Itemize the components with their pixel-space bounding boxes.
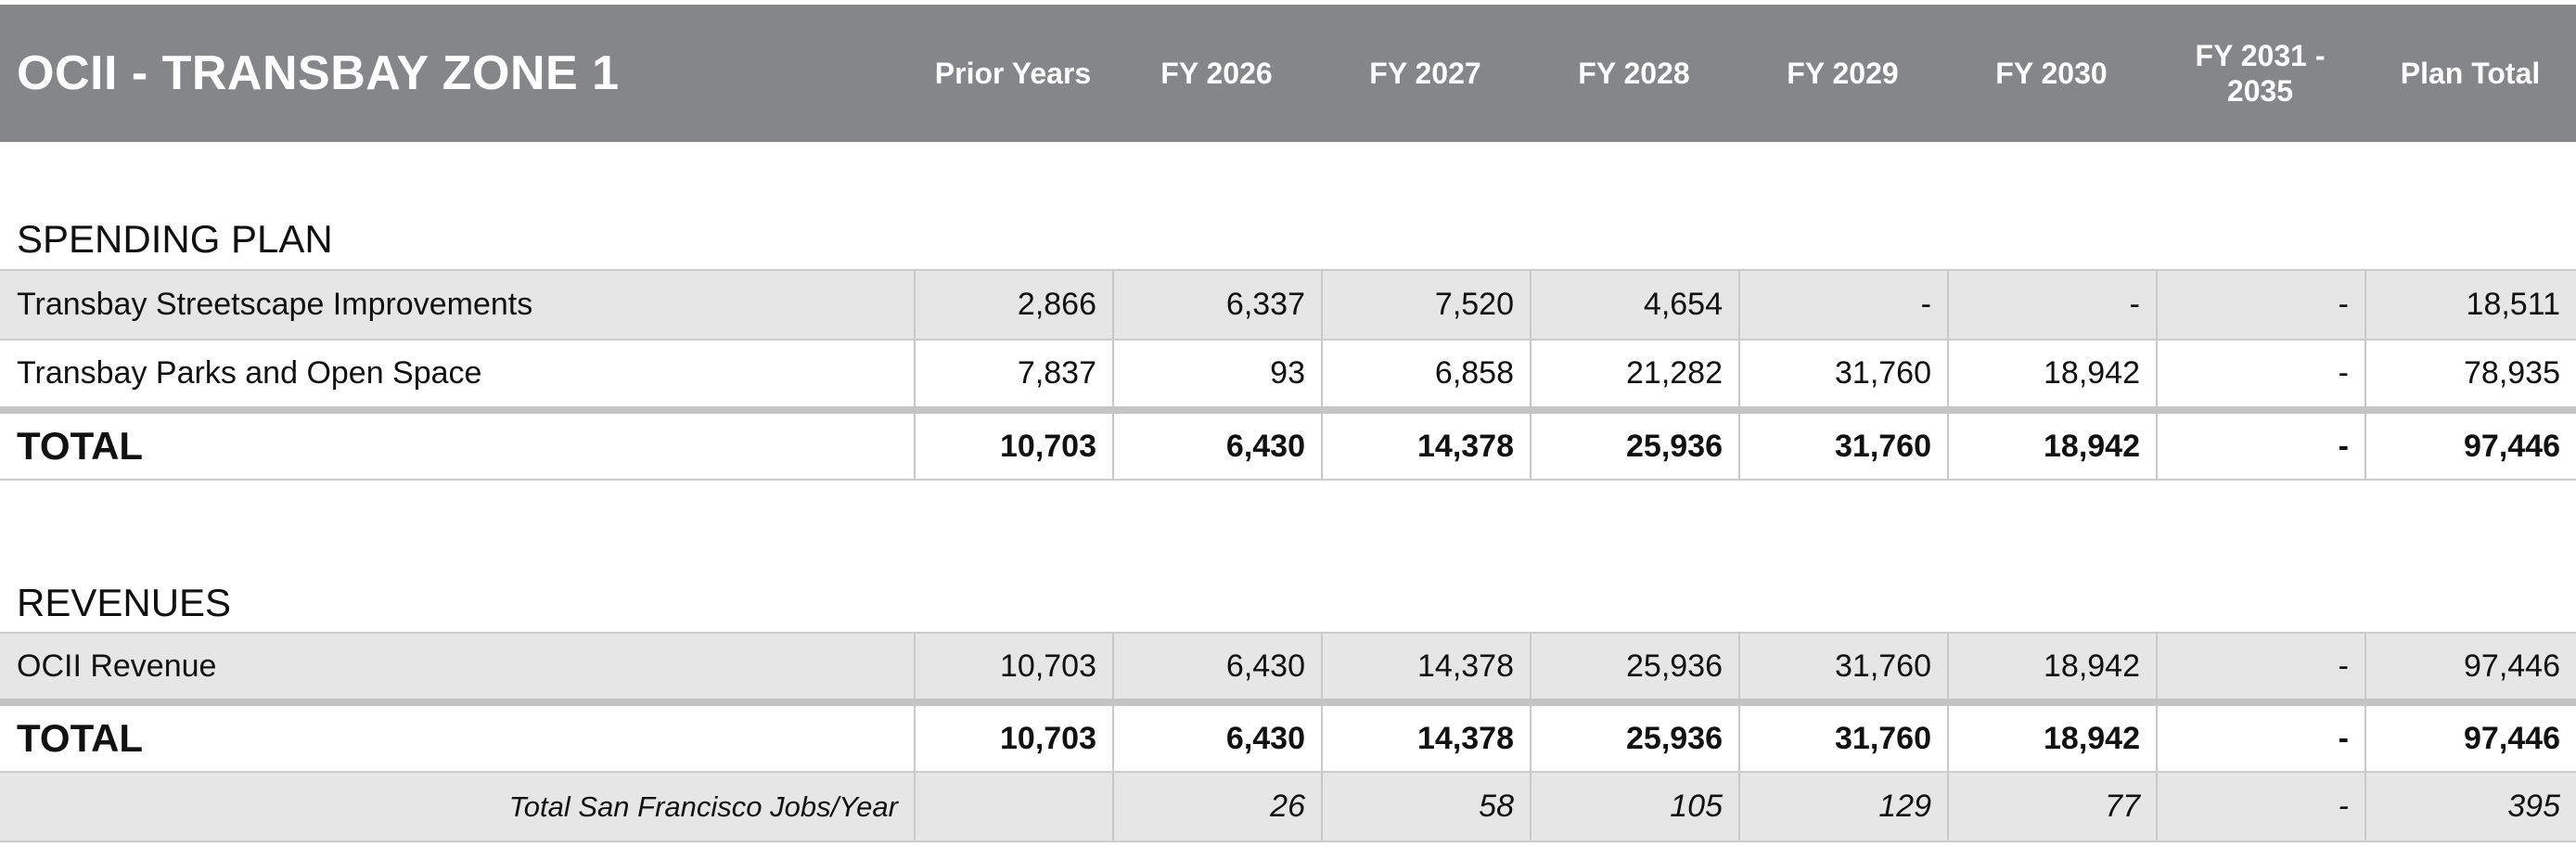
total-divider [0, 699, 2576, 706]
column-header-prior-years: Prior Years [934, 57, 1092, 90]
row-label: OCII Revenue [17, 648, 217, 684]
cell-fy2029: 31,760 [1738, 340, 1947, 406]
cell-plan-total: 97,446 [2365, 634, 2576, 699]
cell-fy2029: - [1738, 271, 1947, 339]
cell-fy2028: 4,654 [1530, 271, 1738, 339]
cell-fy2027: 14,378 [1321, 634, 1530, 699]
divider [0, 479, 2576, 481]
cell-fy2031-2035: - [2156, 414, 2365, 479]
cell-plan-total: 18,511 [2365, 271, 2576, 339]
column-header-fy2030: FY 2030 [1995, 57, 2108, 90]
cell-fy2027: 7,520 [1321, 271, 1530, 339]
total-row: TOTAL 10,703 6,430 14,378 25,936 31,760 … [0, 706, 2576, 771]
cell-plan-total: 97,446 [2365, 706, 2576, 771]
cell-fy2026: 26 [1112, 773, 1321, 841]
total-row: TOTAL 10,703 6,430 14,378 25,936 31,760 … [0, 414, 2576, 479]
cell-fy2030: 77 [1947, 773, 2156, 841]
column-header-fy2029: FY 2029 [1787, 57, 1899, 90]
cell-fy2030: 18,942 [1947, 340, 2156, 406]
cell-fy2031-2035: - [2156, 271, 2365, 339]
column-header-fy2027: FY 2027 [1369, 57, 1481, 90]
cell-plan-total: 395 [2365, 773, 2576, 841]
table-header: OCII - TRANSBAY ZONE 1 Prior Years FY 20… [0, 5, 2576, 142]
total-label: TOTAL [17, 716, 144, 760]
cell-fy2027: 6,858 [1321, 340, 1530, 406]
cell-prior-years: 10,703 [914, 414, 1112, 479]
cell-fy2026: 6,430 [1112, 414, 1321, 479]
cell-fy2028: 25,936 [1530, 414, 1738, 479]
cell-fy2028: 25,936 [1530, 634, 1738, 699]
cell-fy2031-2035: - [2156, 340, 2365, 406]
divider [0, 841, 2576, 842]
cell-fy2028: 25,936 [1530, 706, 1738, 771]
jobs-row: Total San Francisco Jobs/Year 26 58 105 … [0, 773, 2576, 841]
cell-prior-years [914, 773, 1112, 841]
section-heading-revenues: REVENUES [17, 581, 232, 624]
cell-fy2029: 31,760 [1738, 414, 1947, 479]
divider [0, 339, 2576, 340]
row-label: Transbay Parks and Open Space [17, 355, 482, 391]
jobs-label: Total San Francisco Jobs/Year [508, 789, 898, 823]
cell-fy2028: 21,282 [1530, 340, 1738, 406]
cell-fy2027: 14,378 [1321, 706, 1530, 771]
cell-fy2028: 105 [1530, 773, 1738, 841]
column-header-fy2026: FY 2026 [1160, 57, 1273, 90]
cell-prior-years: 2,866 [914, 271, 1112, 339]
cell-fy2031-2035: - [2156, 634, 2365, 699]
table-row: OCII Revenue 10,703 6,430 14,378 25,936 … [0, 634, 2576, 699]
row-label: Transbay Streetscape Improvements [17, 287, 533, 322]
cell-fy2031-2035: - [2156, 706, 2365, 771]
table-row: Transbay Parks and Open Space 7,837 93 6… [0, 340, 2576, 406]
total-divider [0, 406, 2576, 414]
divider [0, 269, 2576, 271]
cell-fy2030: 18,942 [1947, 414, 2156, 479]
cell-fy2026: 6,430 [1112, 706, 1321, 771]
column-header-plan-total: Plan Total [2400, 57, 2541, 90]
cell-fy2031-2035: - [2156, 773, 2365, 841]
cell-fy2030: - [1947, 271, 2156, 339]
total-label: TOTAL [17, 424, 144, 468]
cell-fy2027: 58 [1321, 773, 1530, 841]
cell-prior-years: 7,837 [914, 340, 1112, 406]
cell-prior-years: 10,703 [914, 634, 1112, 699]
cell-plan-total: 78,935 [2365, 340, 2576, 406]
column-header-fy2028: FY 2028 [1578, 57, 1690, 90]
cell-fy2030: 18,942 [1947, 634, 2156, 699]
cell-fy2029: 129 [1738, 773, 1947, 841]
cell-fy2027: 14,378 [1321, 414, 1530, 479]
cell-fy2026: 6,337 [1112, 271, 1321, 339]
cell-fy2029: 31,760 [1738, 634, 1947, 699]
cell-plan-total: 97,446 [2365, 414, 2576, 479]
section-heading-spending-plan: SPENDING PLAN [17, 217, 333, 261]
cell-fy2026: 93 [1112, 340, 1321, 406]
divider [0, 632, 2576, 634]
cell-fy2029: 31,760 [1738, 706, 1947, 771]
table-row: Transbay Streetscape Improvements 2,866 … [0, 271, 2576, 339]
column-header-fy2031-2035: FY 2031 - 2035 [2195, 39, 2326, 108]
cell-fy2026: 6,430 [1112, 634, 1321, 699]
table-title: OCII - TRANSBAY ZONE 1 [17, 46, 620, 100]
divider [0, 771, 2576, 773]
cell-fy2030: 18,942 [1947, 706, 2156, 771]
cell-prior-years: 10,703 [914, 706, 1112, 771]
